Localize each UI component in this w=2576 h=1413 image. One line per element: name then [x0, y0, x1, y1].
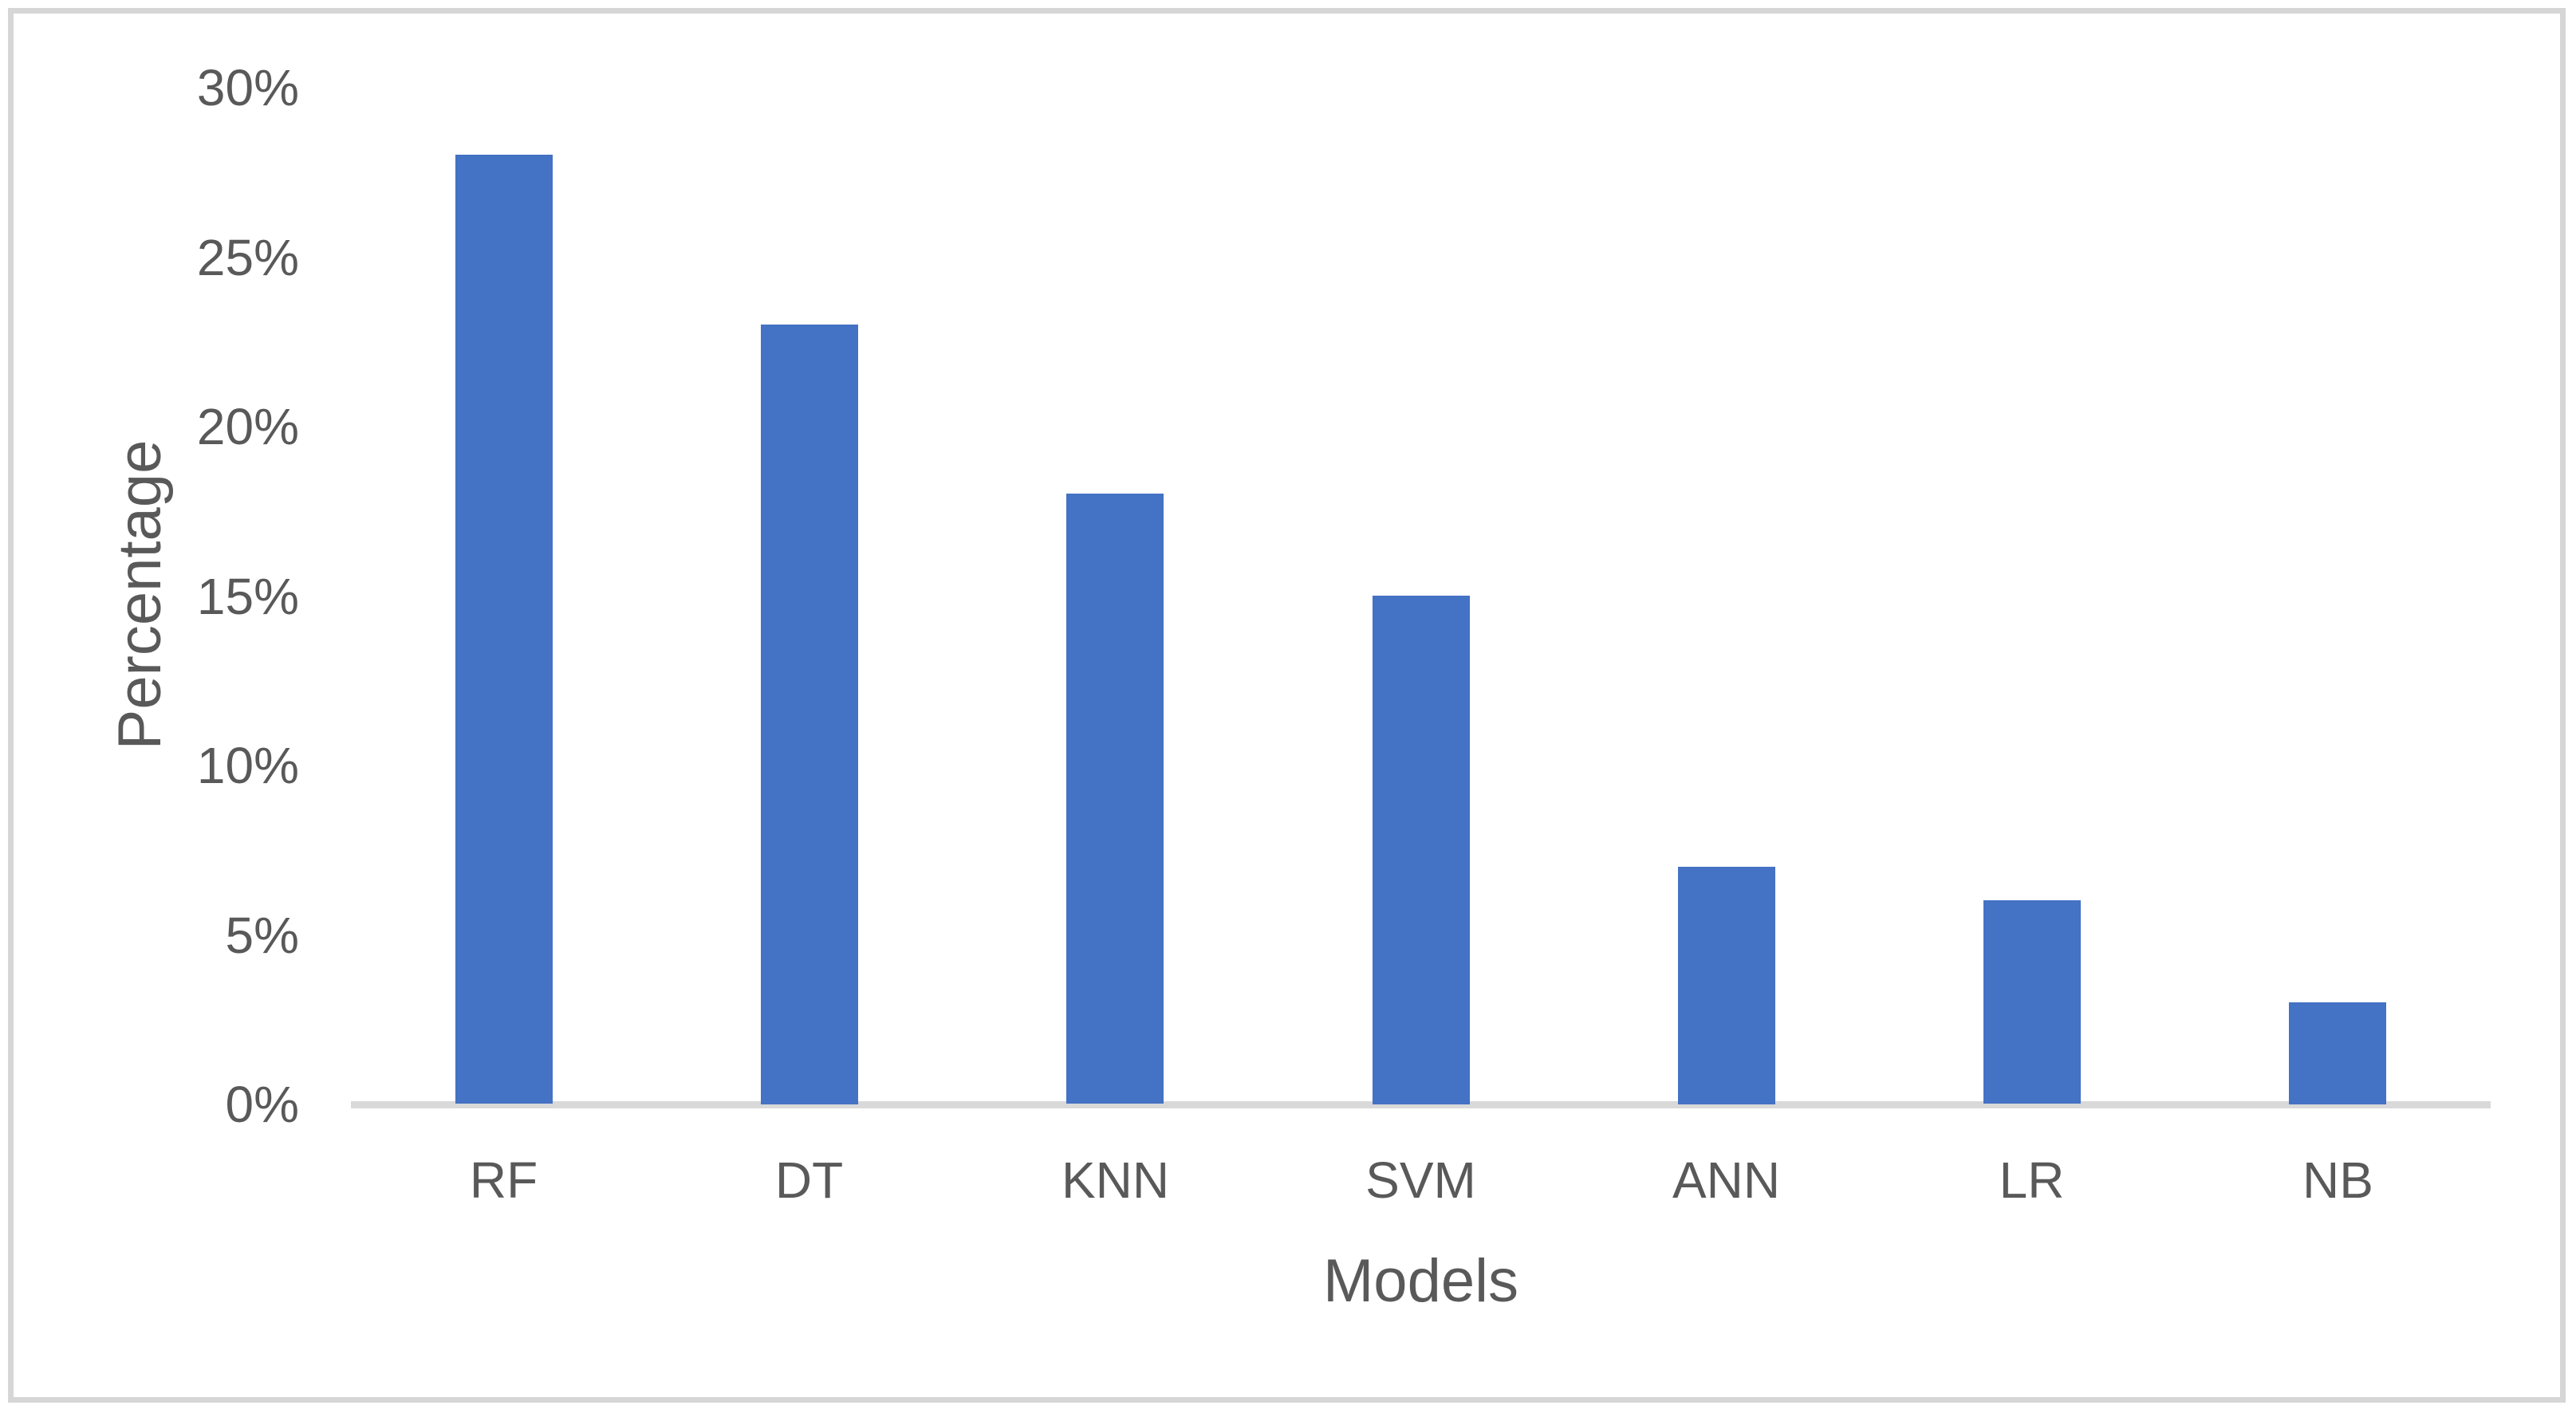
x-axis-title: Models [1323, 1247, 1518, 1315]
y-tick-label-30: 30% [196, 59, 299, 116]
bar-nb [2289, 1002, 2386, 1104]
bar-lr [1983, 900, 2081, 1104]
x-tick-label-nb: NB [2302, 1151, 2373, 1209]
x-tick-label-svm: SVM [1365, 1151, 1476, 1209]
y-tick-label-5: 5% [225, 907, 300, 964]
x-tick-label-lr: LR [1999, 1151, 2065, 1209]
y-axis-title: Percentage [106, 439, 174, 750]
y-tick-label-20: 20% [196, 398, 299, 455]
bar-svm [1373, 596, 1470, 1104]
bar-knn [1066, 494, 1164, 1104]
x-axis-line [351, 1101, 2491, 1108]
x-tick-label-rf: RF [469, 1151, 538, 1209]
bar-rf [455, 155, 553, 1104]
y-tick-label-15: 15% [196, 568, 299, 625]
bar-ann [1678, 867, 1775, 1104]
bar-dt [761, 325, 858, 1104]
x-tick-label-ann: ANN [1672, 1151, 1781, 1209]
y-tick-label-10: 10% [196, 737, 299, 794]
y-tick-label-0: 0% [225, 1076, 300, 1133]
plot-area [351, 86, 2491, 1108]
x-tick-label-knn: KNN [1061, 1151, 1170, 1209]
y-tick-label-25: 25% [196, 229, 299, 286]
x-tick-label-dt: DT [774, 1151, 844, 1209]
chart-frame [8, 8, 2566, 1403]
